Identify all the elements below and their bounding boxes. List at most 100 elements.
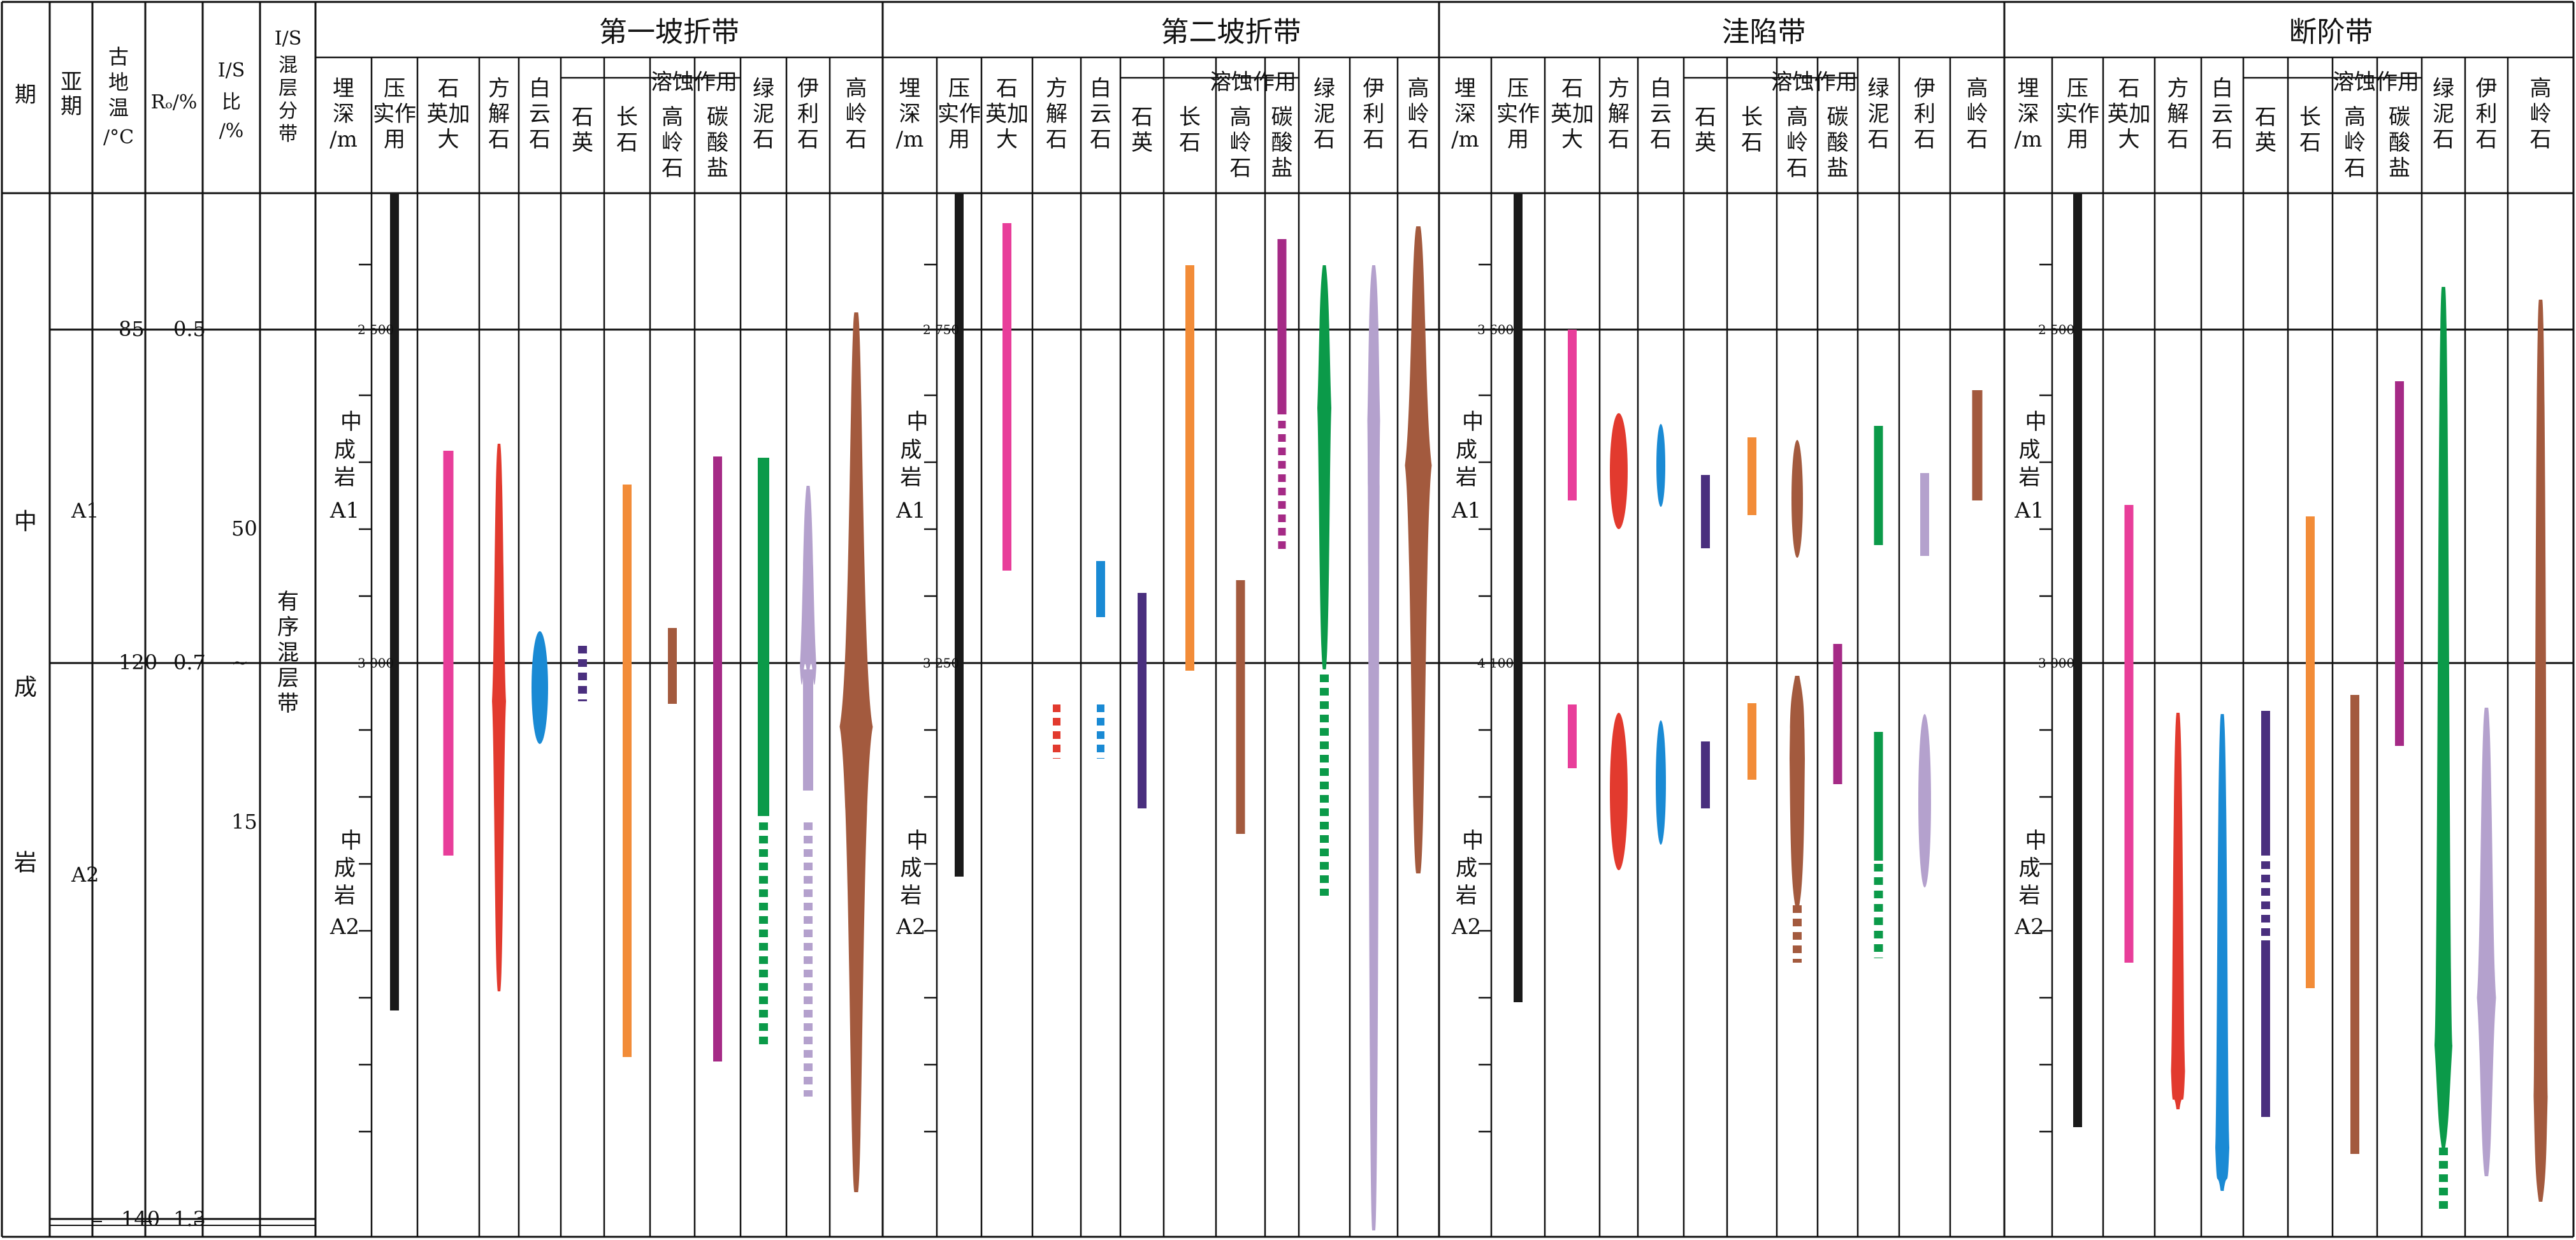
column-header: 碳酸盐 bbox=[1271, 105, 1293, 181]
panel-title: 第一坡折带 bbox=[599, 16, 739, 48]
header-period: 期 bbox=[15, 82, 36, 108]
dissolution-header: 溶蚀作用 bbox=[651, 69, 737, 95]
svg-text:A1: A1 bbox=[895, 498, 925, 523]
svg-text:分: 分 bbox=[279, 100, 298, 122]
svg-text:混: 混 bbox=[279, 54, 298, 77]
svg-text:成: 成 bbox=[2019, 437, 2041, 463]
svg-text:岭: 岭 bbox=[846, 101, 867, 127]
svg-text:埋: 埋 bbox=[899, 76, 921, 101]
svg-text:/m: /m bbox=[1451, 127, 1479, 152]
bar-blue bbox=[1096, 561, 1105, 617]
lens-blue bbox=[1656, 424, 1665, 507]
bar-purple bbox=[1138, 593, 1147, 808]
column-header: 碳酸盐 bbox=[1827, 105, 1849, 181]
is-ratio-15: 15 bbox=[231, 810, 257, 834]
svg-text:期: 期 bbox=[61, 94, 82, 119]
svg-text:伊: 伊 bbox=[797, 76, 819, 101]
svg-text:/m: /m bbox=[329, 127, 358, 152]
svg-text:岩: 岩 bbox=[334, 883, 356, 908]
tapered-bar-brown bbox=[2533, 300, 2548, 1202]
column-header: 埋深/m bbox=[2015, 76, 2043, 152]
tapered-bar-lilac bbox=[800, 486, 816, 685]
temp-85: 85 bbox=[119, 317, 145, 341]
ro-0-5: 0.5 bbox=[173, 317, 206, 341]
dashed-bar-green bbox=[1320, 675, 1329, 896]
svg-text:石: 石 bbox=[1741, 130, 1763, 156]
svg-text:方: 方 bbox=[1608, 76, 1630, 101]
svg-text:石: 石 bbox=[2433, 127, 2454, 152]
tapered-bar-brown bbox=[839, 312, 873, 1192]
subperiod-a2: A2 bbox=[71, 863, 99, 887]
svg-text:英加: 英加 bbox=[2108, 101, 2151, 127]
bar-green bbox=[758, 458, 769, 816]
ro-1-3: 1.3 bbox=[173, 1207, 206, 1231]
bar-orange bbox=[1747, 437, 1756, 515]
header-subperiod: 亚期 bbox=[61, 69, 82, 119]
dashed-bar-lilac bbox=[804, 822, 813, 1097]
svg-text:绿: 绿 bbox=[1313, 76, 1335, 101]
diagenesis-bars bbox=[390, 193, 2548, 1230]
stage-label-a1: 中成岩 A1 bbox=[2014, 409, 2046, 523]
svg-text:英加: 英加 bbox=[1551, 101, 1594, 127]
bar-brown bbox=[2350, 695, 2359, 1154]
header-paleotemp-2: 温 bbox=[108, 96, 129, 120]
svg-text:英加: 英加 bbox=[985, 101, 1029, 127]
svg-text:/m: /m bbox=[896, 127, 924, 152]
svg-text:A2: A2 bbox=[895, 914, 925, 940]
header-is-zone-1: I/S bbox=[275, 27, 302, 50]
panel-title: 断阶带 bbox=[2289, 16, 2373, 48]
svg-text:高: 高 bbox=[1786, 105, 1808, 130]
dashed-bar-red bbox=[1053, 704, 1060, 759]
svg-text:成: 成 bbox=[1456, 437, 1477, 463]
svg-text:大: 大 bbox=[1561, 127, 1583, 152]
svg-text:中: 中 bbox=[907, 409, 929, 435]
svg-text:实作: 实作 bbox=[373, 101, 416, 127]
svg-text:碳: 碳 bbox=[707, 105, 728, 130]
svg-text:岩: 岩 bbox=[2019, 465, 2041, 490]
bar-purple bbox=[1701, 741, 1710, 808]
column-header: 白云石 bbox=[2211, 76, 2233, 152]
depth-label: 2 500 bbox=[2038, 322, 2074, 337]
svg-text:中: 中 bbox=[1462, 828, 1484, 854]
bar-magenta bbox=[1277, 239, 1287, 414]
svg-text:岭: 岭 bbox=[2530, 101, 2552, 127]
tapered-bar-blue bbox=[2215, 714, 2229, 1191]
svg-text:中: 中 bbox=[340, 409, 362, 435]
svg-text:酸: 酸 bbox=[1271, 130, 1293, 156]
svg-text:I/S: I/S bbox=[218, 59, 245, 82]
column-header: 高岭石 bbox=[846, 76, 867, 152]
svg-text:碳: 碳 bbox=[2389, 105, 2410, 130]
svg-text:A1: A1 bbox=[2014, 498, 2044, 523]
svg-text:岩: 岩 bbox=[2019, 883, 2041, 908]
svg-text:泥: 泥 bbox=[1868, 101, 1890, 127]
column-header: 长石 bbox=[616, 105, 638, 156]
is-ratio-50: 50 bbox=[231, 516, 257, 541]
column-header: 石英 bbox=[1695, 105, 1716, 156]
svg-text:白: 白 bbox=[1090, 76, 1111, 101]
column-header: 伊利石 bbox=[1914, 76, 1936, 152]
svg-text:长: 长 bbox=[1179, 105, 1201, 130]
svg-text:石: 石 bbox=[1967, 127, 1988, 152]
column-header: 方解石 bbox=[1046, 76, 1067, 152]
svg-text:大: 大 bbox=[996, 127, 1018, 152]
svg-text:盐: 盐 bbox=[707, 156, 728, 181]
svg-text:成: 成 bbox=[334, 856, 356, 881]
svg-text:石: 石 bbox=[2299, 130, 2321, 156]
stage-label-a1: 中成岩 A1 bbox=[895, 409, 928, 523]
svg-text:A2: A2 bbox=[329, 914, 359, 940]
bar-lilac bbox=[1920, 473, 1929, 556]
svg-text:成: 成 bbox=[1456, 856, 1477, 881]
svg-text:混: 混 bbox=[277, 640, 299, 666]
bar-purple bbox=[2261, 940, 2270, 1117]
svg-text:石: 石 bbox=[846, 127, 867, 152]
svg-text:有: 有 bbox=[277, 589, 299, 615]
svg-text:成: 成 bbox=[901, 856, 922, 881]
bar-magenta bbox=[1833, 644, 1842, 784]
svg-text:石: 石 bbox=[616, 130, 638, 156]
svg-text:带: 带 bbox=[279, 123, 298, 145]
svg-text:绿: 绿 bbox=[2433, 76, 2454, 101]
